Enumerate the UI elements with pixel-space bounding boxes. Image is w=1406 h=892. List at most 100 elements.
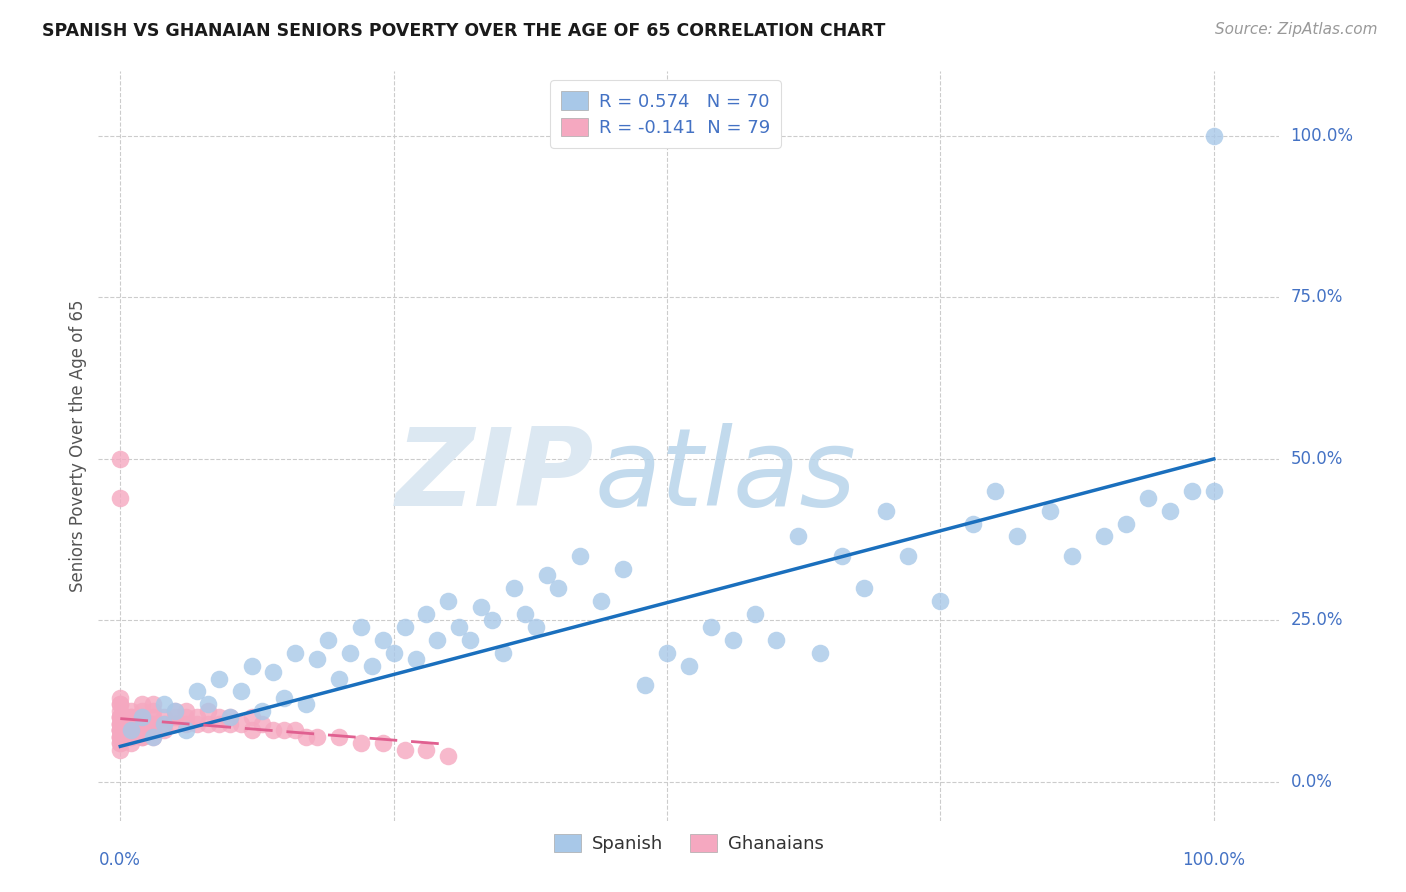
Point [110, 730, 132, 744]
Point [721, 632, 744, 647]
Text: 100.0%: 100.0% [1182, 851, 1246, 869]
Point [197, 698, 219, 712]
Point [437, 594, 460, 608]
Point [1094, 529, 1116, 543]
Point [415, 742, 437, 756]
Point [131, 716, 153, 731]
Point [449, 620, 471, 634]
Point [110, 491, 132, 505]
Point [524, 620, 547, 634]
Point [634, 678, 657, 692]
Point [110, 736, 132, 750]
Point [655, 646, 678, 660]
Point [142, 723, 165, 738]
Point [897, 549, 920, 563]
Point [612, 562, 634, 576]
Text: 25.0%: 25.0% [1291, 611, 1343, 630]
Point [328, 672, 350, 686]
Point [142, 730, 165, 744]
Point [163, 710, 186, 724]
Point [153, 716, 176, 731]
Point [120, 730, 142, 744]
Point [163, 704, 186, 718]
Point [163, 704, 186, 718]
Point [787, 529, 810, 543]
Point [284, 646, 307, 660]
Point [328, 730, 350, 744]
Point [426, 632, 449, 647]
Point [700, 620, 723, 634]
Point [110, 710, 132, 724]
Point [186, 684, 208, 698]
Point [174, 723, 197, 738]
Point [110, 704, 132, 718]
Point [503, 581, 526, 595]
Point [371, 632, 394, 647]
Point [218, 716, 240, 731]
Point [1115, 516, 1137, 531]
Point [153, 716, 176, 731]
Point [142, 716, 165, 731]
Point [1202, 484, 1225, 499]
Point [1039, 503, 1062, 517]
Point [110, 723, 132, 738]
Point [120, 710, 142, 724]
Point [536, 568, 558, 582]
Point [295, 730, 318, 744]
Point [208, 710, 231, 724]
Point [678, 658, 700, 673]
Point [984, 484, 1007, 499]
Point [252, 716, 274, 731]
Point [142, 710, 165, 724]
Point [405, 652, 427, 666]
Point [120, 736, 142, 750]
Point [513, 607, 536, 621]
Point [240, 723, 263, 738]
Point [131, 723, 153, 738]
Point [808, 646, 831, 660]
Point [765, 632, 787, 647]
Point [186, 710, 208, 724]
Point [415, 607, 437, 621]
Point [875, 503, 897, 517]
Point [153, 698, 176, 712]
Point [186, 716, 208, 731]
Point [568, 549, 591, 563]
Point [371, 736, 394, 750]
Point [1060, 549, 1083, 563]
Point [273, 723, 295, 738]
Point [240, 710, 263, 724]
Point [110, 716, 132, 731]
Point [437, 749, 460, 764]
Point [382, 646, 405, 660]
Text: 75.0%: 75.0% [1291, 288, 1343, 307]
Point [218, 710, 240, 724]
Y-axis label: Seniors Poverty Over the Age of 65: Seniors Poverty Over the Age of 65 [69, 300, 87, 592]
Point [208, 672, 231, 686]
Point [307, 730, 329, 744]
Point [110, 710, 132, 724]
Point [339, 646, 361, 660]
Point [120, 716, 142, 731]
Point [208, 716, 231, 731]
Point [110, 716, 132, 731]
Point [110, 723, 132, 738]
Point [110, 710, 132, 724]
Point [394, 742, 416, 756]
Point [131, 710, 153, 724]
Point [120, 723, 142, 738]
Point [284, 723, 307, 738]
Point [110, 698, 132, 712]
Point [110, 723, 132, 738]
Point [591, 594, 613, 608]
Point [120, 730, 142, 744]
Point [110, 742, 132, 756]
Point [131, 723, 153, 738]
Point [350, 620, 373, 634]
Text: 50.0%: 50.0% [1291, 450, 1343, 468]
Point [120, 723, 142, 738]
Text: 0.0%: 0.0% [1291, 772, 1333, 791]
Point [1159, 503, 1181, 517]
Point [240, 658, 263, 673]
Point [131, 704, 153, 718]
